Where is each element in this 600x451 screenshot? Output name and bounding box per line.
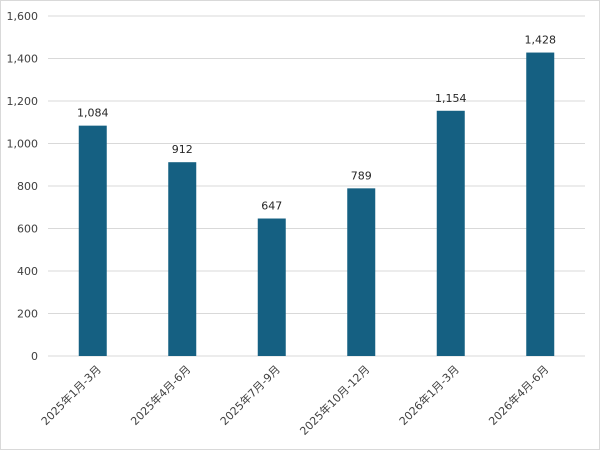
x-tick-label: 2026年1月-3月 [396,362,462,428]
x-tick-label: 2025年1月-3月 [38,362,104,428]
x-tick-label: 2026年4月-6月 [486,362,552,428]
x-tick-label: 2025年4月-6月 [128,362,194,428]
y-axis-tick-labels: 0 200 400 600 800 1,000 1,200 1,400 1,600 [7,10,39,363]
data-label: 1,428 [525,34,557,47]
y-tick-label: 600 [17,223,38,236]
x-axis-tick-labels: 2025年1月-3月 2025年4月-6月 2025年7月-9月 2025年10月-1… [38,362,551,438]
data-label: 1,154 [435,92,467,105]
gridlines [48,15,585,357]
y-tick-label: 400 [17,265,38,278]
bar [347,188,376,356]
data-label: 1,084 [77,107,109,120]
y-tick-label: 1,000 [7,138,39,151]
y-tick-label: 1,400 [7,53,39,66]
bars [78,52,555,357]
y-tick-label: 1,200 [7,95,39,108]
y-tick-label: 0 [31,350,38,363]
bar [168,162,197,356]
data-label: 912 [172,143,193,156]
bar [526,52,555,357]
bar [78,125,107,357]
data-label: 789 [351,169,372,182]
y-tick-label: 800 [17,180,38,193]
bar [257,218,286,356]
data-label: 647 [261,200,282,213]
y-tick-label: 1,600 [7,10,39,23]
y-tick-label: 200 [17,308,38,321]
bar [436,110,465,357]
data-labels: 1,084 912 647 789 1,154 1,428 [77,34,556,213]
x-tick-label: 2025年10月-12月 [297,362,373,438]
x-tick-label: 2025年7月-9月 [217,362,283,428]
